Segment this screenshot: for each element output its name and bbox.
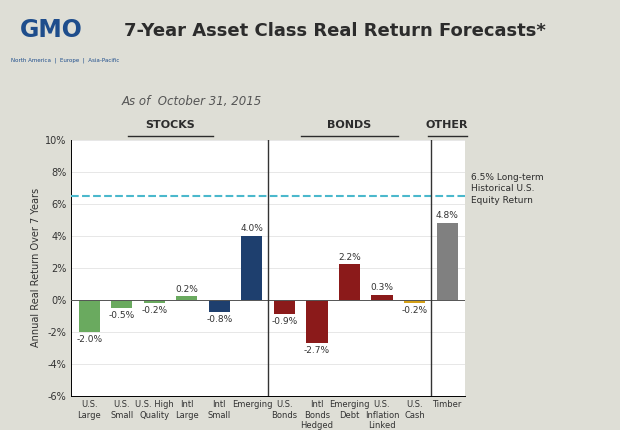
Y-axis label: Annual Real Return Over 7 Years: Annual Real Return Over 7 Years	[31, 188, 41, 347]
Bar	[111, 300, 132, 307]
Text: 6.5% Long-term
Historical U.S.
Equity Return: 6.5% Long-term Historical U.S. Equity Re…	[471, 172, 544, 205]
Bar	[209, 300, 230, 313]
Text: -0.5%: -0.5%	[108, 310, 135, 319]
Bar	[176, 296, 197, 300]
Text: 7-Year Asset Class Real Return Forecasts*: 7-Year Asset Class Real Return Forecasts…	[124, 22, 546, 40]
Text: As of  October 31, 2015: As of October 31, 2015	[122, 95, 262, 108]
Text: North America  |  Europe  |  Asia-Pacific: North America | Europe | Asia-Pacific	[11, 57, 119, 63]
Bar	[404, 300, 425, 303]
Bar	[306, 300, 327, 343]
Text: OTHER: OTHER	[426, 120, 468, 130]
Bar	[339, 264, 360, 300]
Text: -2.0%: -2.0%	[76, 335, 102, 344]
Bar	[79, 300, 100, 332]
Bar	[436, 223, 458, 300]
Text: -2.7%: -2.7%	[304, 346, 330, 355]
Text: -0.2%: -0.2%	[141, 306, 167, 315]
Bar	[144, 300, 165, 303]
Text: -0.2%: -0.2%	[402, 306, 428, 315]
Text: -0.8%: -0.8%	[206, 315, 232, 324]
Bar	[241, 236, 262, 300]
Text: BONDS: BONDS	[327, 120, 371, 130]
Bar	[371, 295, 392, 300]
Text: 4.0%: 4.0%	[241, 224, 264, 233]
Text: 0.2%: 0.2%	[175, 285, 198, 294]
Text: GMO: GMO	[19, 18, 82, 42]
Text: 0.3%: 0.3%	[371, 283, 394, 292]
Text: -0.9%: -0.9%	[272, 317, 298, 326]
Text: 4.8%: 4.8%	[436, 211, 459, 220]
Bar	[274, 300, 295, 314]
Text: STOCKS: STOCKS	[146, 120, 195, 130]
Text: 2.2%: 2.2%	[338, 252, 361, 261]
